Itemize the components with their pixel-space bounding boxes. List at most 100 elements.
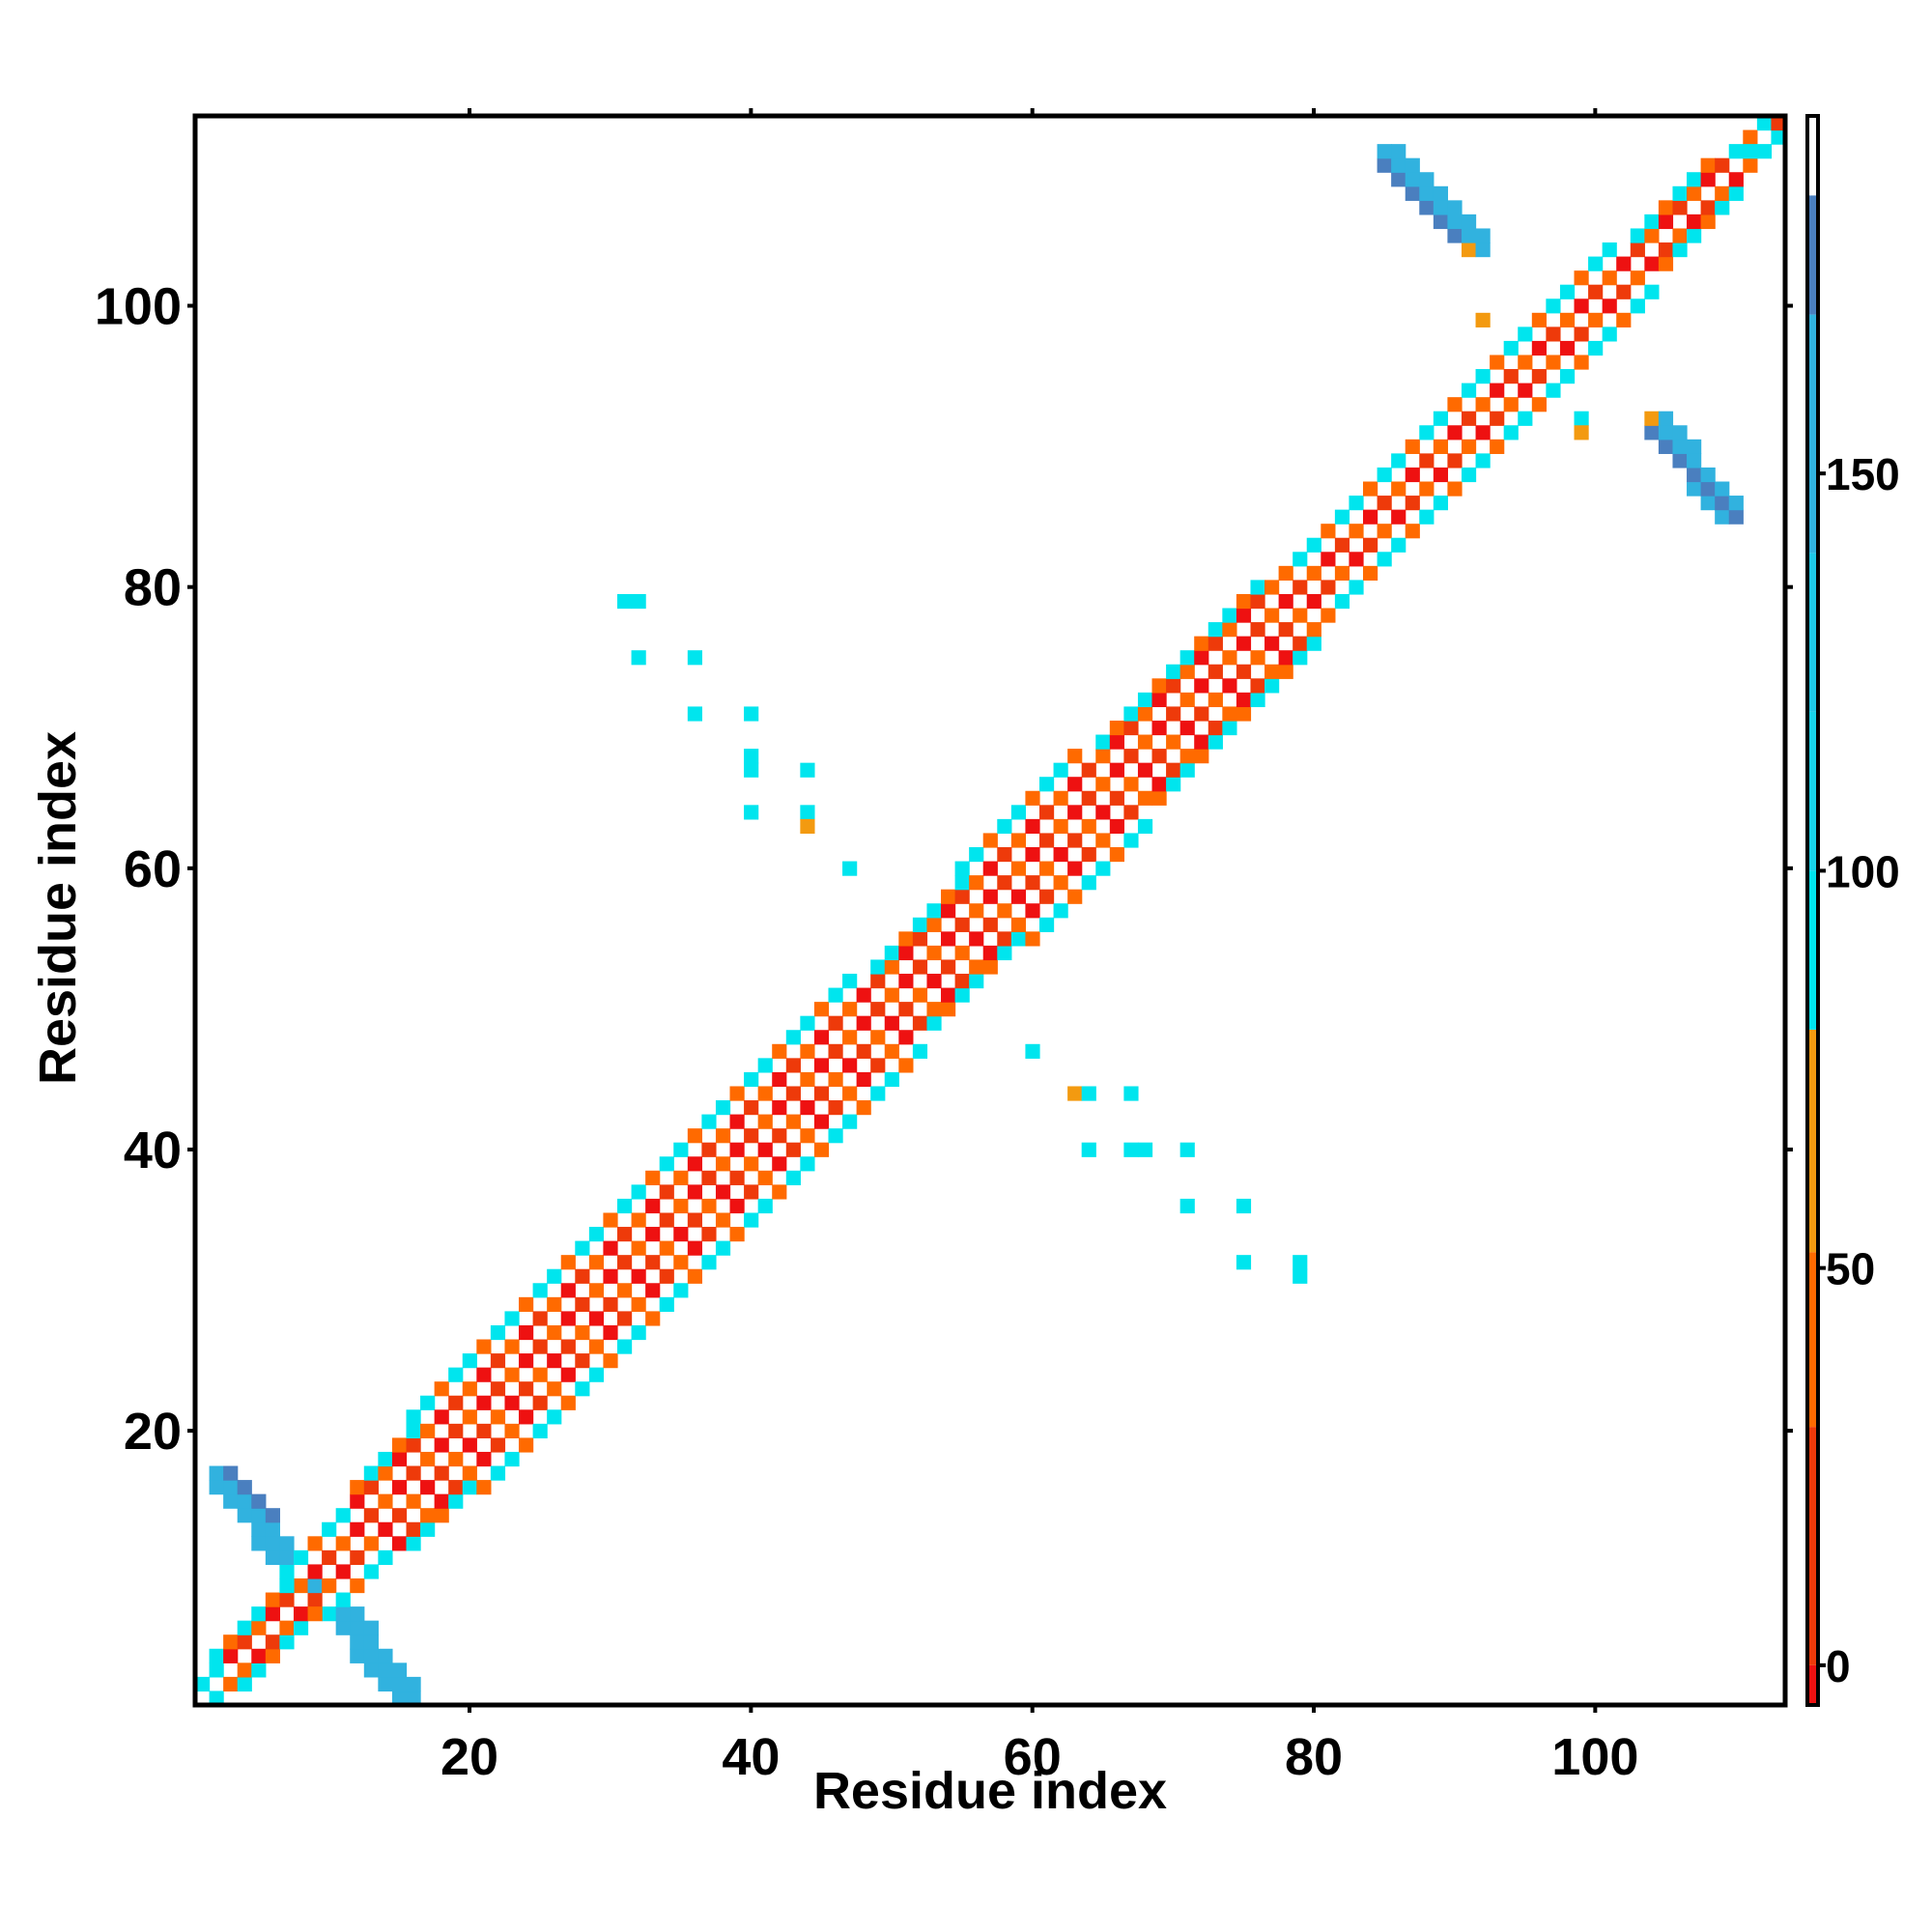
heatmap-cell xyxy=(391,1662,408,1678)
heatmap-cell xyxy=(1067,805,1083,820)
heatmap-cell xyxy=(1475,453,1491,469)
heatmap-cell xyxy=(1053,875,1068,891)
heatmap-cell xyxy=(1123,833,1139,848)
heatmap-cell xyxy=(785,1170,801,1185)
heatmap-cell xyxy=(1559,369,1576,384)
heatmap-cell xyxy=(645,1283,661,1298)
heatmap-cell xyxy=(898,931,914,947)
heatmap-cell xyxy=(1194,650,1209,666)
heatmap-cell xyxy=(1179,1198,1195,1214)
heatmap-cell xyxy=(1630,242,1645,258)
heatmap-cell xyxy=(842,1030,858,1045)
heatmap-cell xyxy=(1658,411,1674,426)
heatmap-cell xyxy=(631,1268,646,1284)
heatmap-cell xyxy=(954,987,970,1003)
heatmap-cell xyxy=(335,1620,351,1635)
heatmap-cell xyxy=(1208,720,1223,736)
colorbar-segment xyxy=(1807,1252,1818,1428)
heatmap-cell xyxy=(631,1184,646,1200)
heatmap-cell xyxy=(1687,467,1702,483)
heatmap-cell xyxy=(1025,818,1040,835)
heatmap-cell xyxy=(912,1043,928,1059)
colorbar-segment xyxy=(1807,314,1818,554)
heatmap-cell xyxy=(1166,734,1181,750)
colorbar-segment xyxy=(1807,711,1818,871)
heatmap-cell xyxy=(616,1311,633,1326)
heatmap-cell xyxy=(800,1043,815,1059)
heatmap-cell xyxy=(1038,917,1055,932)
heatmap-cell xyxy=(1250,580,1265,595)
heatmap-cell xyxy=(926,945,942,961)
heatmap-cell xyxy=(1461,411,1477,426)
heatmap-cell xyxy=(1109,846,1124,863)
heatmap-cell xyxy=(1756,144,1773,159)
heatmap-cell xyxy=(1658,200,1674,215)
heatmap-cell xyxy=(223,1493,239,1509)
heatmap-cell xyxy=(350,1577,365,1594)
heatmap-cell xyxy=(954,974,970,989)
heatmap-cell xyxy=(251,1521,267,1537)
heatmap-cell xyxy=(406,1409,421,1425)
heatmap-cell xyxy=(1236,692,1252,708)
heatmap-cell xyxy=(350,1606,365,1622)
heatmap-cell xyxy=(519,1381,534,1397)
heatmap-cell xyxy=(884,1071,899,1088)
heatmap-cell xyxy=(1588,284,1604,299)
heatmap-cell xyxy=(1293,1255,1308,1270)
heatmap-cell xyxy=(1728,185,1744,201)
heatmap-cell xyxy=(1672,228,1688,243)
heatmap-cell xyxy=(265,1549,280,1566)
y-tick-label: 60 xyxy=(124,840,182,898)
heatmap-cell xyxy=(1151,678,1167,694)
colorbar-segment xyxy=(1807,116,1818,196)
heatmap-cell xyxy=(1067,749,1083,764)
heatmap-cell xyxy=(856,1071,871,1088)
heatmap-cell xyxy=(1559,284,1576,299)
heatmap-cell xyxy=(1321,552,1336,567)
heatmap-cell xyxy=(307,1564,323,1579)
heatmap-cell xyxy=(898,974,914,989)
heatmap-cell xyxy=(279,1620,295,1635)
heatmap-cell xyxy=(715,1156,731,1172)
heatmap-cell xyxy=(504,1451,520,1467)
heatmap-cell xyxy=(1728,144,1744,159)
heatmap-cell xyxy=(1067,889,1083,904)
heatmap-cell xyxy=(1588,256,1604,271)
heatmap-cell xyxy=(335,1536,351,1551)
heatmap-cell xyxy=(1391,453,1406,469)
heatmap-cell xyxy=(1038,889,1055,904)
heatmap-cell xyxy=(1475,369,1491,384)
heatmap-cell xyxy=(1222,622,1237,638)
heatmap-cell xyxy=(969,974,984,989)
y-tick-label: 40 xyxy=(124,1122,182,1179)
heatmap-cell xyxy=(265,1508,280,1523)
heatmap-cell xyxy=(588,1255,605,1270)
heatmap-cell xyxy=(279,1536,295,1551)
heatmap-cell xyxy=(1053,762,1068,778)
heatmap-cell xyxy=(1081,762,1096,778)
heatmap-cell xyxy=(1531,312,1547,327)
heatmap-cell xyxy=(1756,116,1773,131)
heatmap-cell xyxy=(265,1634,280,1650)
heatmap-cell xyxy=(1602,327,1617,342)
heatmap-cell xyxy=(616,1339,633,1354)
heatmap-cell xyxy=(926,903,942,919)
heatmap-cell xyxy=(448,1480,464,1495)
heatmap-cell xyxy=(293,1606,309,1622)
heatmap-cell xyxy=(406,1423,421,1439)
heatmap-cell xyxy=(898,1002,914,1017)
heatmap-cell xyxy=(462,1437,477,1453)
heatmap-cell xyxy=(1081,1142,1096,1157)
heatmap-cell xyxy=(1644,284,1660,299)
heatmap-cell xyxy=(603,1212,618,1228)
heatmap-cell xyxy=(997,818,1012,835)
heatmap-cell xyxy=(1321,580,1336,595)
heatmap-cell xyxy=(363,1465,379,1481)
heatmap-cell xyxy=(856,1100,871,1116)
x-tick-label: 100 xyxy=(1551,1728,1638,1786)
heatmap-cell xyxy=(1222,678,1237,694)
x-tick-label: 40 xyxy=(722,1728,780,1786)
heatmap-cell xyxy=(1166,706,1181,722)
heatmap-cell xyxy=(1433,185,1449,201)
